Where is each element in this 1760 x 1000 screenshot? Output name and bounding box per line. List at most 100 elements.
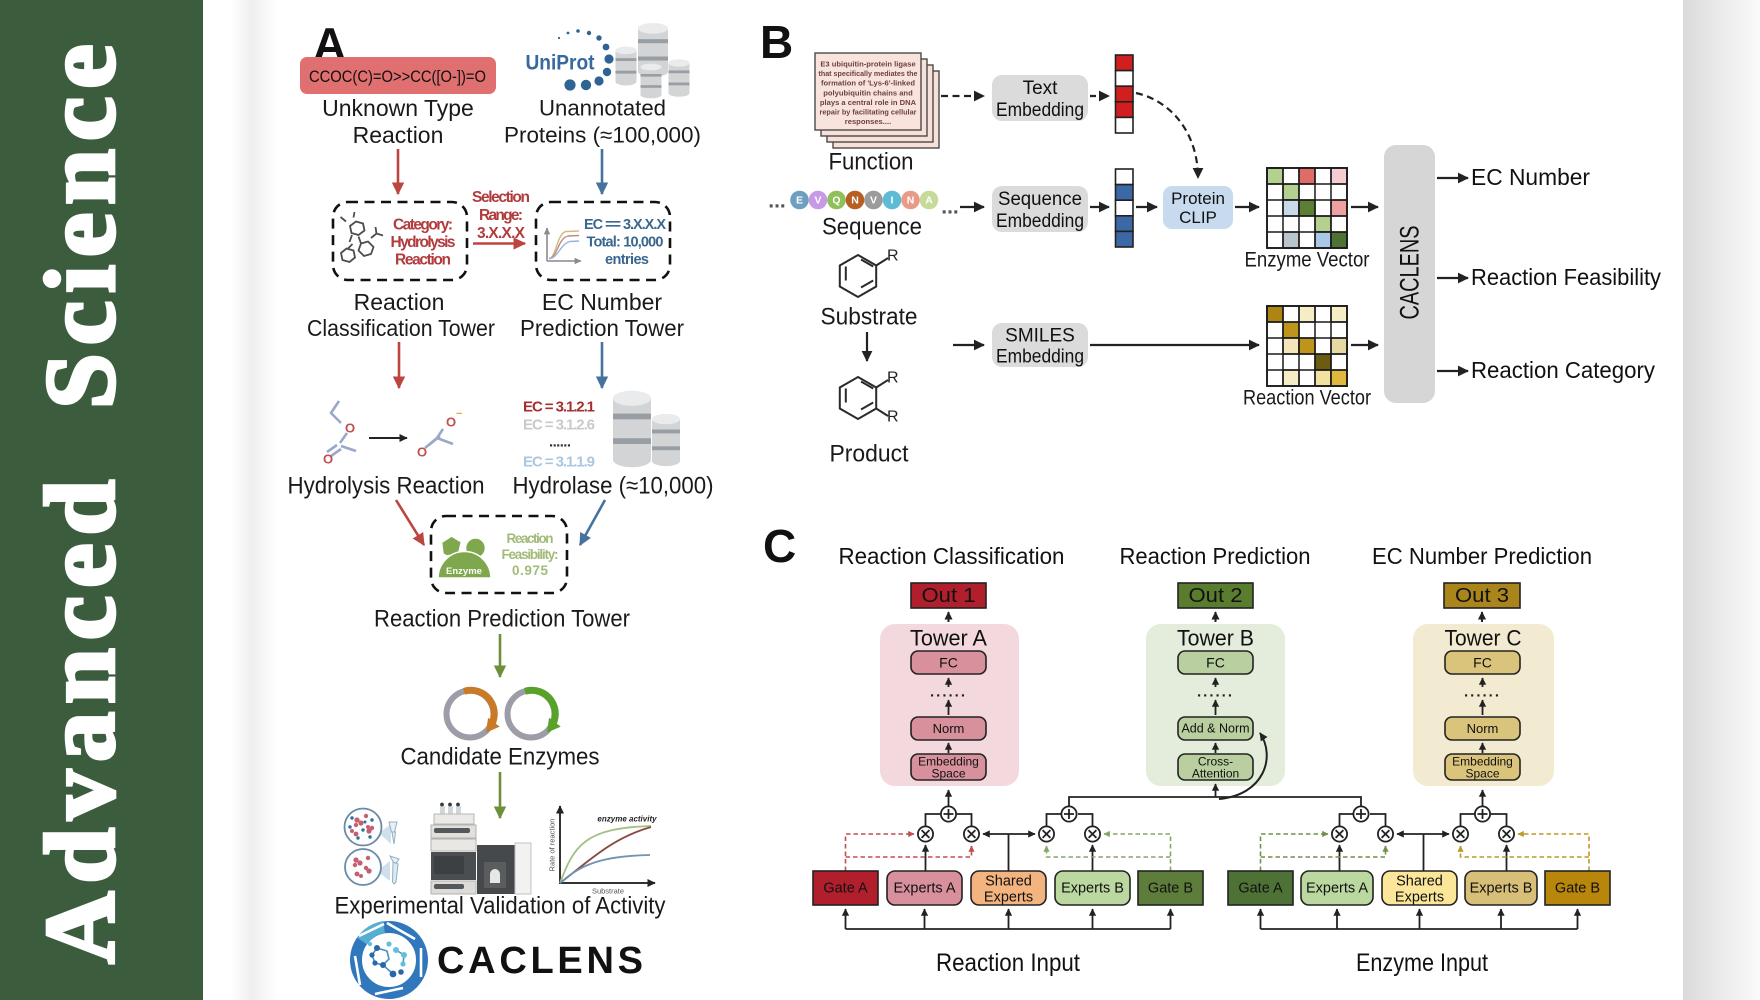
svg-text:Reaction: Reaction: [354, 289, 445, 315]
svg-text:responses....: responses....: [845, 117, 891, 126]
svg-text:Hydrolase (≈10,000): Hydrolase (≈10,000): [513, 473, 714, 500]
svg-text:Reaction Vector: Reaction Vector: [1243, 387, 1371, 410]
svg-text:SMILES: SMILES: [1005, 326, 1075, 347]
svg-text:Proteins (≈100,000): Proteins (≈100,000): [504, 123, 701, 148]
svg-text:FC: FC: [939, 655, 958, 671]
svg-text:O: O: [417, 445, 427, 460]
svg-text:Tower A: Tower A: [910, 626, 987, 651]
svg-text:Range:: Range:: [479, 207, 523, 224]
svg-text:repair by facilitating cellula: repair by facilitating cellular: [820, 108, 917, 117]
svg-text:plays a central role in DNA: plays a central role in DNA: [820, 98, 917, 107]
svg-text:Enzyme: Enzyme: [446, 566, 482, 577]
svg-text:...: ...: [768, 190, 786, 213]
svg-text:V: V: [814, 195, 821, 207]
svg-text:Candidate Enzymes: Candidate Enzymes: [401, 744, 600, 771]
svg-text:that specifically mediates the: that specifically mediates the: [819, 69, 918, 78]
svg-text:Experts: Experts: [984, 890, 1033, 906]
svg-text:R: R: [887, 409, 899, 426]
svg-text:O: O: [345, 421, 355, 436]
svg-text:Embedding: Embedding: [1452, 755, 1513, 769]
svg-text:Reaction Category: Reaction Category: [1471, 357, 1655, 383]
svg-text:Reaction Input: Reaction Input: [936, 949, 1080, 977]
svg-text:C: C: [763, 520, 796, 572]
svg-text:Hydrolysis Reaction: Hydrolysis Reaction: [288, 473, 485, 500]
svg-text:E3 ubiquitin-protein ligase: E3 ubiquitin-protein ligase: [820, 60, 915, 69]
svg-text:Tower B: Tower B: [1177, 626, 1254, 651]
svg-text:Reaction Prediction Tower: Reaction Prediction Tower: [374, 606, 630, 633]
svg-text:Space: Space: [931, 767, 965, 781]
svg-text:Reaction Feasibility: Reaction Feasibility: [1471, 264, 1661, 290]
svg-text:Experts A: Experts A: [1306, 881, 1368, 897]
svg-text:Product: Product: [830, 441, 909, 468]
svg-text:Out 3: Out 3: [1455, 584, 1509, 607]
svg-text:......: ......: [1464, 684, 1501, 701]
svg-text:Tower C: Tower C: [1445, 626, 1522, 651]
svg-text:EC == 3.X.X.X: EC == 3.X.X.X: [584, 217, 666, 233]
svg-text:B: B: [760, 16, 793, 68]
svg-text:Cross-: Cross-: [1198, 755, 1233, 769]
svg-text:EC Number: EC Number: [542, 289, 662, 315]
svg-text:Shared: Shared: [1396, 874, 1443, 890]
svg-text:Out 2: Out 2: [1189, 584, 1243, 607]
svg-text:Rate of reaction: Rate of reaction: [548, 819, 557, 872]
svg-text:CCOC(C)=O>>CC([O-])=O: CCOC(C)=O>>CC([O-])=O: [309, 67, 486, 86]
svg-text:Experts B: Experts B: [1470, 881, 1533, 897]
svg-text:EC = 3.1.2.1: EC = 3.1.2.1: [523, 399, 595, 416]
svg-text:Gate B: Gate B: [1148, 881, 1193, 897]
svg-text:Enzyme Input: Enzyme Input: [1356, 949, 1488, 977]
svg-text:Protein: Protein: [1171, 189, 1225, 208]
svg-text:R: R: [887, 248, 899, 265]
svg-text:Unannotated: Unannotated: [539, 96, 666, 121]
svg-text:Norm: Norm: [933, 721, 965, 736]
svg-text:Norm: Norm: [1467, 721, 1499, 736]
svg-text:Add & Norm: Add & Norm: [1181, 722, 1249, 736]
svg-text:Embedding: Embedding: [918, 755, 979, 769]
svg-text:Out 1: Out 1: [922, 584, 976, 607]
svg-text:EC Number: EC Number: [1471, 164, 1590, 190]
svg-text:Gate A: Gate A: [823, 881, 868, 897]
svg-text:Reaction Prediction: Reaction Prediction: [1120, 543, 1311, 569]
svg-text:Reaction: Reaction: [507, 531, 554, 546]
svg-text:FC: FC: [1206, 655, 1225, 671]
svg-text:Enzyme Vector: Enzyme Vector: [1245, 249, 1370, 272]
svg-text:FC: FC: [1473, 655, 1492, 671]
svg-text:Reaction Classification: Reaction Classification: [839, 543, 1065, 569]
svg-text:O: O: [323, 452, 333, 467]
svg-text:Classification Tower: Classification Tower: [307, 315, 495, 341]
svg-text:CACLENS: CACLENS: [1395, 226, 1425, 320]
svg-text:Prediction Tower: Prediction Tower: [520, 315, 684, 341]
svg-text:Total: 10,000: Total: 10,000: [587, 235, 664, 251]
svg-text:Experts A: Experts A: [893, 881, 955, 897]
svg-text:Reaction: Reaction: [395, 252, 451, 269]
svg-text:UniProt: UniProt: [526, 52, 595, 75]
svg-text:CLIP: CLIP: [1179, 208, 1217, 227]
svg-text:EC Number Prediction: EC Number Prediction: [1372, 543, 1592, 569]
svg-text:Embedding: Embedding: [996, 347, 1084, 368]
svg-text:Embedding: Embedding: [996, 100, 1084, 121]
svg-text:I: I: [891, 195, 894, 207]
svg-text:EC = 3.1.1.9: EC = 3.1.1.9: [523, 454, 595, 471]
svg-text:Gate A: Gate A: [1238, 881, 1283, 897]
svg-text:Hydrolysis: Hydrolysis: [391, 234, 456, 251]
svg-text:......: ......: [1197, 684, 1234, 701]
svg-text:......: ......: [930, 684, 967, 701]
svg-text:Gate B: Gate B: [1555, 881, 1600, 897]
svg-text:Attention: Attention: [1192, 767, 1239, 781]
svg-text:Category:: Category:: [393, 217, 453, 234]
svg-text:Embedding: Embedding: [996, 211, 1084, 232]
svg-text:Substrate: Substrate: [592, 887, 624, 896]
svg-text:Function: Function: [829, 149, 914, 176]
svg-text:Experts: Experts: [1395, 890, 1444, 906]
svg-text:R: R: [887, 370, 899, 387]
svg-text:O: O: [446, 415, 456, 430]
svg-text:E: E: [796, 195, 803, 207]
svg-text:Reaction: Reaction: [353, 122, 444, 148]
svg-text:......: ......: [549, 434, 571, 451]
svg-text:Feasibility:: Feasibility:: [502, 547, 559, 562]
svg-text:Sequence: Sequence: [998, 189, 1082, 210]
svg-text:polyubiquitin chains and: polyubiquitin chains and: [823, 88, 913, 97]
svg-text:Q: Q: [832, 195, 840, 207]
svg-text:formation of 'Lys-6'-linked: formation of 'Lys-6'-linked: [821, 79, 915, 88]
svg-text:Experimental Validation of Act: Experimental Validation of Activity: [335, 893, 666, 920]
svg-text:Substrate: Substrate: [821, 304, 918, 331]
